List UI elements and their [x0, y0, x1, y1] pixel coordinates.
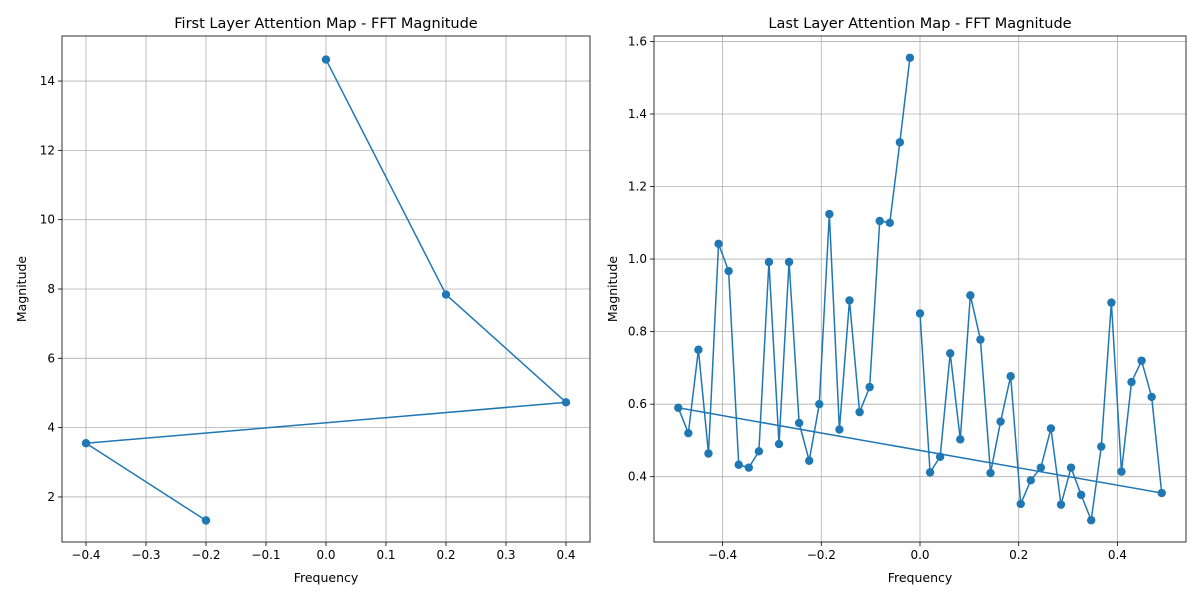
- data-point: [81, 439, 91, 448]
- data-point: [815, 399, 824, 409]
- data-point: [1147, 392, 1156, 402]
- x-tick-label: 0.4: [1108, 548, 1127, 562]
- data-point: [1016, 499, 1025, 509]
- x-tick-label: −0.4: [708, 548, 737, 562]
- data-point: [986, 468, 995, 478]
- data-point: [915, 309, 925, 318]
- data-point: [865, 382, 874, 392]
- data-point: [976, 335, 985, 344]
- x-tick-label: −0.3: [131, 548, 160, 562]
- data-point: [825, 209, 834, 219]
- data-point: [885, 218, 894, 228]
- data-point: [724, 266, 733, 276]
- data-point: [764, 257, 774, 267]
- x-tick-label: 0.0: [910, 548, 929, 562]
- data-point: [956, 435, 965, 444]
- x-tick-label: −0.4: [71, 548, 100, 562]
- data-point: [694, 345, 703, 354]
- y-tick-label: 2: [47, 490, 55, 504]
- data-point: [674, 403, 683, 412]
- data-point: [1137, 356, 1146, 365]
- y-tick-label: 1.6: [628, 34, 647, 48]
- data-point: [1056, 500, 1066, 509]
- y-tick-label: 1.4: [628, 107, 647, 121]
- x-tick-label: −0.2: [807, 548, 836, 562]
- data-point: [321, 55, 331, 64]
- data-point: [744, 463, 754, 472]
- x-tick-label: 0.1: [376, 548, 395, 562]
- y-tick-label: 12: [40, 143, 55, 157]
- data-point: [201, 516, 211, 525]
- x-tick-label: 0.4: [556, 548, 575, 562]
- data-point: [835, 425, 844, 434]
- y-tick-label: 6: [47, 351, 55, 365]
- chart-1: −0.4 −0.3 −0.2 −0.1 0.0 0.1 0.2 0.3 0.4 2 4 6 8 10 12 1…: [14, 16, 591, 585]
- data-point: [1006, 372, 1015, 381]
- x-tick-label: 0.0: [316, 548, 335, 562]
- data-point: [1046, 424, 1056, 433]
- data-point: [966, 291, 975, 300]
- y-tick-label: 0.4: [628, 470, 647, 484]
- y-tick-label: 14: [40, 74, 55, 88]
- data-point: [996, 417, 1005, 426]
- data-point: [895, 138, 905, 147]
- data-point: [1107, 298, 1116, 307]
- data-point: [1086, 516, 1096, 525]
- data-point: [734, 460, 743, 469]
- data-point: [855, 407, 864, 417]
- data-point: [875, 216, 884, 226]
- x-axis-label: Frequency: [888, 570, 953, 585]
- y-tick-label: 10: [40, 213, 55, 227]
- y-tick-label: 1.0: [628, 252, 647, 266]
- data-point: [1117, 467, 1126, 476]
- data-point: [1066, 463, 1076, 472]
- y-tick-label: 8: [47, 282, 55, 296]
- y-tick-label: 1.2: [628, 180, 647, 194]
- data-point: [1036, 463, 1046, 472]
- data-point: [946, 349, 955, 358]
- y-tick-label: 0.8: [628, 325, 647, 339]
- data-point: [805, 456, 814, 465]
- chart-title: Last Layer Attention Map - FFT Magnitude: [768, 16, 1071, 32]
- y-axis-label: Magnitude: [14, 256, 29, 323]
- x-tick-label: 0.3: [496, 548, 515, 562]
- x-tick-label: 0.2: [1009, 548, 1028, 562]
- chart-2: −0.4 −0.2 0.0 0.2 0.4 0.4 0.6 0.8 1.0 1.2 1.4 1.6 La…: [605, 16, 1187, 585]
- x-axis-label: Frequency: [294, 570, 359, 585]
- data-point: [925, 468, 935, 477]
- data-point: [684, 428, 693, 438]
- y-axis-label: Magnitude: [605, 256, 620, 323]
- y-tick-label: 0.6: [628, 397, 647, 411]
- data-point: [1076, 490, 1086, 500]
- data-point: [1157, 488, 1166, 498]
- data-point: [561, 398, 571, 407]
- chart-title: First Layer Attention Map - FFT Magnitud…: [174, 16, 478, 32]
- data-point: [935, 452, 945, 461]
- data-point: [754, 447, 764, 456]
- data-point: [845, 296, 854, 305]
- data-point: [774, 439, 784, 449]
- data-point: [441, 290, 451, 299]
- data-point: [714, 239, 723, 249]
- x-tick-label: 0.2: [436, 548, 455, 562]
- data-point: [905, 53, 915, 62]
- data-point: [794, 418, 804, 428]
- y-tick-label: 4: [47, 421, 55, 435]
- x-tick-label: −0.1: [251, 548, 280, 562]
- data-point: [1026, 476, 1035, 485]
- x-tick-label: −0.2: [191, 548, 220, 562]
- data-point: [704, 449, 713, 458]
- data-point: [1127, 377, 1136, 387]
- data-point: [1097, 442, 1106, 451]
- data-point: [784, 257, 794, 267]
